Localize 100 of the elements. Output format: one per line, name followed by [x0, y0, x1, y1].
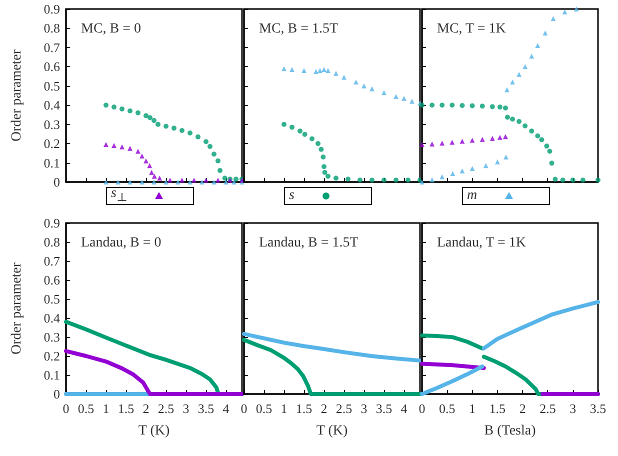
y-tick-label: 0.8	[44, 234, 60, 250]
point	[148, 115, 152, 120]
point	[188, 130, 192, 136]
point	[144, 158, 148, 164]
x-tick-label: 3.5	[590, 401, 606, 416]
point	[120, 144, 124, 150]
y-tick-label: 0.7	[44, 254, 60, 268]
x-tick-label: 3.5	[376, 401, 392, 416]
x-tick-label: 3.5	[198, 401, 214, 416]
point	[310, 136, 314, 142]
point	[147, 163, 152, 168]
legend-label: m	[467, 188, 478, 203]
point	[539, 137, 544, 142]
point	[450, 140, 455, 145]
text: Landau, T = 1K	[437, 236, 526, 250]
point	[322, 170, 328, 175]
point	[370, 178, 374, 183]
point	[460, 138, 465, 144]
point	[516, 72, 522, 77]
x-axis-title: T (K)	[138, 424, 170, 438]
y-tick-label: 0.2	[44, 348, 60, 364]
point	[382, 90, 386, 96]
point	[318, 146, 324, 152]
point	[504, 114, 510, 120]
point	[326, 174, 330, 179]
y-tick-label: 0.7	[44, 40, 60, 55]
point	[450, 102, 455, 108]
point	[314, 68, 318, 74]
point	[104, 180, 108, 184]
point	[120, 106, 124, 112]
point	[322, 67, 326, 72]
point	[128, 180, 132, 184]
point	[157, 176, 162, 181]
point	[430, 141, 435, 146]
point	[216, 158, 220, 164]
point	[204, 178, 208, 183]
point	[497, 104, 502, 110]
x-tick-label: 0.5	[439, 401, 456, 416]
point	[326, 68, 330, 74]
point	[290, 67, 294, 72]
point	[503, 154, 508, 160]
point	[152, 180, 156, 184]
point	[440, 174, 445, 180]
line-series	[64, 349, 244, 396]
point	[176, 180, 180, 184]
point	[104, 102, 108, 108]
point	[342, 74, 346, 80]
point	[152, 174, 157, 179]
point	[322, 164, 326, 170]
point	[547, 148, 552, 154]
x-tick-label: 3	[182, 401, 190, 416]
point	[535, 133, 540, 138]
y-axis-title: Order parameter	[10, 262, 24, 355]
point	[420, 142, 424, 148]
x-tick-label: 1	[280, 401, 288, 416]
point	[180, 128, 184, 133]
point	[192, 178, 196, 183]
y-tick-label: 0.1	[44, 155, 60, 170]
x-tick-label: 2.5	[158, 401, 174, 416]
point	[483, 163, 488, 168]
point	[450, 171, 456, 176]
point	[302, 68, 306, 74]
y-axis-title: Order parameter	[10, 49, 24, 142]
x-tick-label: 1	[469, 401, 476, 416]
legend-label: s$_{⊥}$	[111, 186, 128, 205]
point	[549, 160, 554, 166]
point	[208, 144, 212, 149]
y-tick-label: 0.3	[44, 116, 60, 132]
text: MC, T = 1K	[437, 22, 506, 36]
x-tick-label: 0.5	[78, 401, 94, 416]
text: MC, B = 0	[81, 22, 142, 36]
x-tick-label: 4	[222, 401, 230, 416]
point	[282, 66, 286, 72]
x-tick-label: 2.5	[336, 401, 352, 416]
point	[334, 70, 338, 76]
point	[149, 170, 154, 175]
y-tick-label: 0.4	[44, 98, 60, 113]
point	[152, 118, 156, 123]
point	[112, 104, 116, 110]
x-tick-label: 0.5	[256, 401, 272, 416]
point	[290, 124, 294, 130]
point	[116, 180, 120, 184]
point	[529, 128, 534, 134]
point	[232, 180, 236, 184]
point	[460, 168, 465, 174]
point	[490, 104, 495, 110]
point	[544, 144, 550, 149]
point	[535, 43, 540, 48]
point	[562, 9, 568, 14]
point	[128, 146, 132, 151]
point	[358, 178, 362, 183]
x-tick-label: 2	[142, 401, 150, 416]
point	[460, 102, 465, 108]
point	[510, 80, 516, 85]
point	[470, 166, 475, 172]
point	[298, 128, 302, 134]
y-tick-label: 0	[54, 386, 60, 402]
y-tick-label: 0.4	[44, 310, 60, 326]
x-tick-label: 2	[320, 401, 328, 416]
point	[180, 178, 184, 183]
